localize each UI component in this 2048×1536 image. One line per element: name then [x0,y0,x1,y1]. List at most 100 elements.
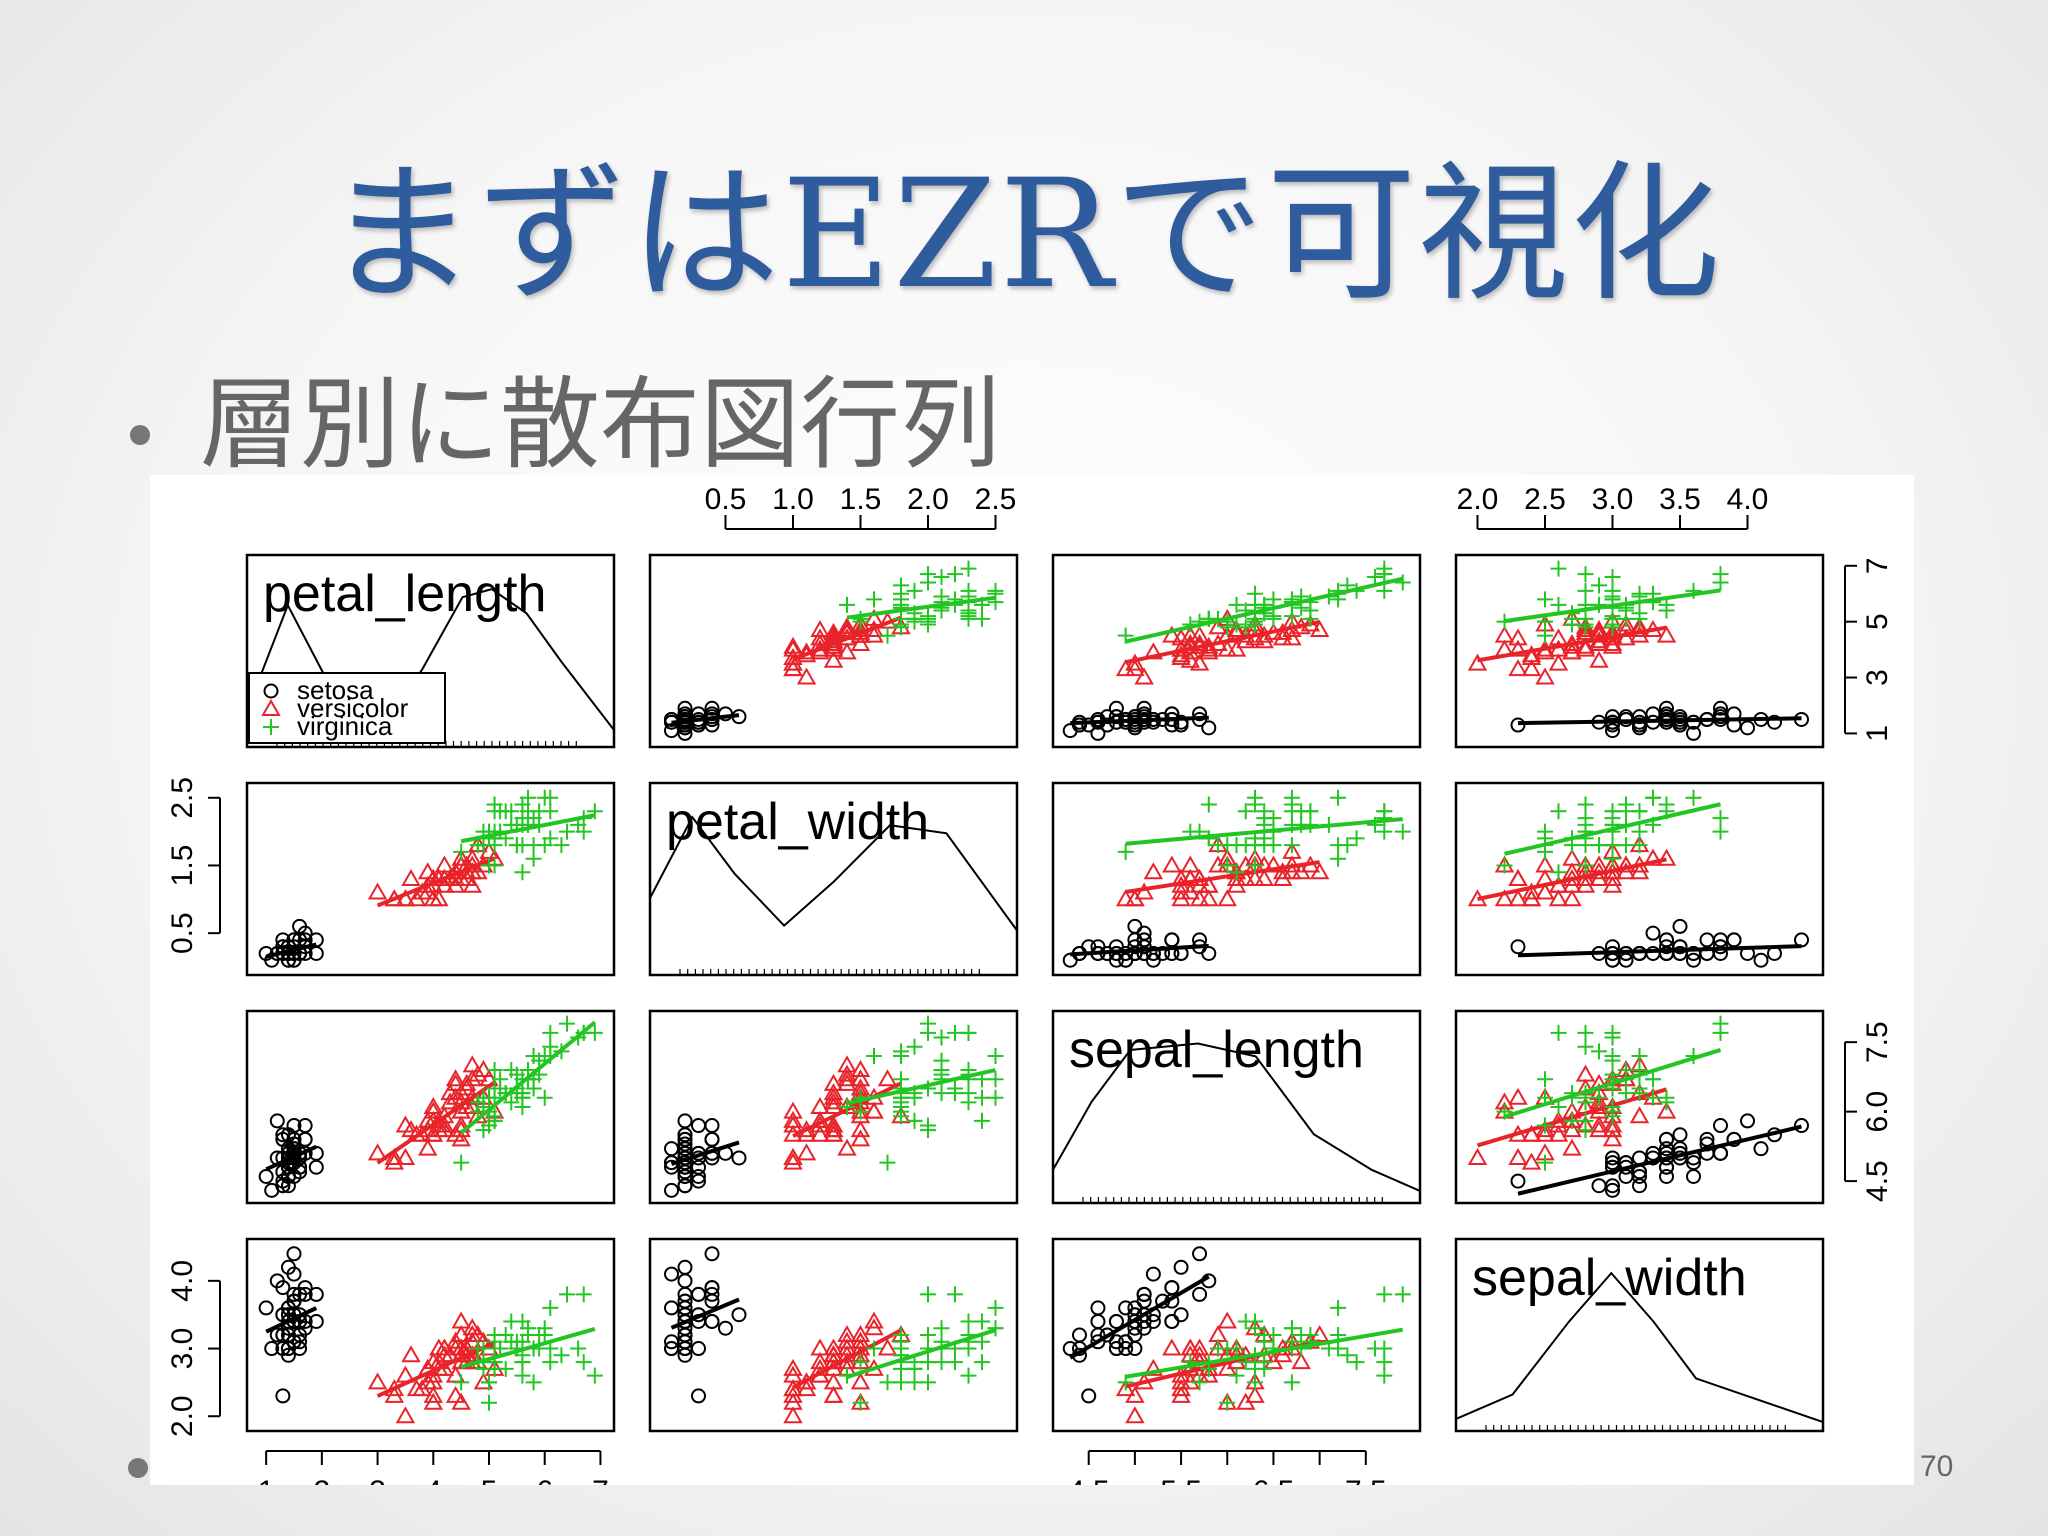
versicolor-point [1171,645,1191,663]
setosa-point [664,723,679,739]
setosa-point [1713,1118,1728,1134]
versicolor-point [850,1372,871,1390]
versicolor-point [783,1152,803,1170]
setosa-point [280,1327,296,1343]
setosa-point [1686,952,1701,968]
virginica-point [1339,1347,1356,1364]
versicolor-point [1548,1124,1569,1142]
tick-label: 0.5 [166,912,199,954]
virginica-point [503,803,520,820]
legend-box [248,672,446,744]
scatterplot-matrix-svg: petal_length petal_width sepal_lengthsepal… [166,483,1894,1485]
versicolor-point [864,608,884,626]
virginica-point [960,1340,977,1357]
virginica-point [1685,582,1702,599]
versicolor-point [837,620,857,638]
versicolor-point [1589,1096,1609,1114]
virginica-point [920,1286,936,1303]
versicolor-point [1643,848,1663,866]
versicolor-point [1521,647,1542,665]
virginica-point [1293,1327,1310,1343]
virginica-point [947,1024,963,1041]
setosa-point [718,706,733,722]
setosa-point [1071,1327,1087,1343]
versicolor-point [462,875,483,893]
tick-label: 2.0 [907,483,949,516]
virginica-point [1591,1043,1607,1060]
versicolor-point [367,1372,388,1390]
virginica-point [1577,1038,1594,1055]
versicolor-point [823,1345,844,1363]
panel-sepal_length-vs-sepal_length: sepal_length [1051,1009,1422,1205]
versicolor-point [1589,868,1609,886]
versicolor-point [837,1331,857,1349]
virginica-point [1618,1061,1634,1078]
virginica-point [1228,596,1245,613]
versicolor-point [823,1115,844,1133]
tick-label: 1 [258,1475,275,1485]
setosa-point [1081,1388,1097,1404]
virginica-point [1376,1354,1393,1371]
variable-label: sepal_width [1472,1249,1747,1307]
virginica-point [1394,574,1411,591]
versicolor-point [367,882,388,900]
setosa-point [1672,1127,1688,1143]
legend-marker-versicolor [261,698,281,716]
page-number: 70 [1920,1450,1954,1483]
setosa-point [1201,720,1217,736]
setosa-point [1632,1168,1647,1184]
setosa-point [1753,1141,1769,1157]
versicolor-point [1508,659,1528,677]
setosa-point [258,1168,274,1184]
setosa-point [258,1300,274,1316]
virginica-point [1618,1085,1634,1102]
axis-bottom-petal_length: 1 2 3 4 5 6 7 [258,1450,609,1485]
setosa-point [1713,700,1728,716]
virginica-point [1685,789,1702,806]
setosa-point [286,1246,302,1262]
setosa-point [1713,709,1728,725]
setosa-regression-line [1070,715,1209,726]
virginica-point [933,1029,950,1046]
versicolor-point [1171,628,1191,646]
panel-frame [1051,1237,1422,1433]
virginica-point [1537,1071,1553,1088]
virginica-point [906,582,923,599]
versicolor-point [1508,889,1528,907]
tick-label: 4.5 [1861,1160,1894,1202]
setosa-point [1686,725,1701,741]
virginica-point [553,837,570,854]
virginica-point [987,1048,1004,1065]
versicolor-point [1189,889,1210,907]
versicolor-point [1521,889,1542,907]
virginica-point [852,1103,869,1120]
virginica-point [1712,574,1729,591]
setosa-point [1659,1141,1674,1157]
virginica-regression-line [459,1020,597,1135]
virginica-point [1283,1320,1300,1337]
tick-label: 1.5 [840,483,882,516]
setosa-point [677,1293,693,1309]
virginica-point [1577,566,1594,583]
virginica-point [514,1354,531,1371]
virginica-point [542,1038,559,1055]
setosa-point [275,1388,291,1404]
setosa-point [691,1159,706,1175]
setosa-point [308,1286,324,1302]
versicolor-point [395,889,416,907]
versicolor-point [1291,1352,1311,1370]
virginica-point [1237,619,1254,636]
setosa-point [1645,945,1661,961]
versicolor-point [1535,667,1555,685]
tick-label: 2 [314,1475,331,1485]
setosa-point [677,1127,693,1143]
versicolor-point [395,1115,416,1133]
setosa-point [677,1286,693,1302]
versicolor-point [1217,1358,1237,1376]
versicolor-point [850,620,871,638]
setosa-point [677,1259,693,1275]
versicolor-regression-line [1477,857,1667,902]
virginica-point [1246,796,1263,813]
versicolor-point [837,1064,857,1082]
rug-ticks [1485,1425,1786,1431]
